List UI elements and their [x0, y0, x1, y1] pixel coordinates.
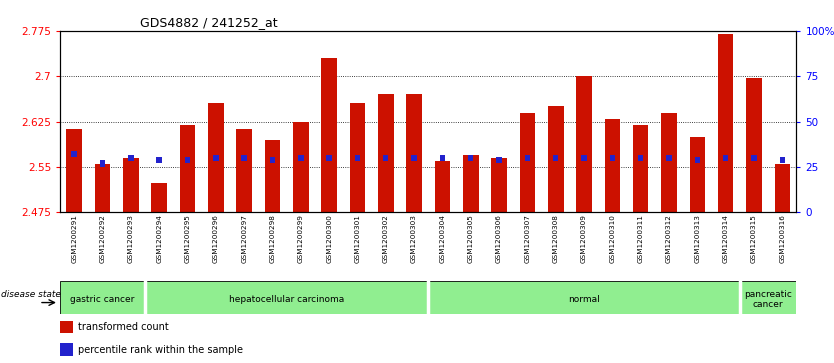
Bar [411, 155, 417, 161]
Bar [123, 158, 138, 212]
Bar [152, 183, 167, 212]
Bar [157, 156, 162, 163]
Text: GSM1200293: GSM1200293 [128, 215, 134, 263]
Text: GSM1200315: GSM1200315 [751, 215, 757, 263]
Bar [496, 156, 502, 163]
Text: GSM1200292: GSM1200292 [99, 215, 106, 263]
Text: hepatocellular carcinoma: hepatocellular carcinoma [229, 295, 344, 304]
Text: pancreatic
cancer: pancreatic cancer [744, 290, 792, 309]
Bar [60, 343, 73, 355]
Bar [349, 103, 365, 212]
Text: GSM1200295: GSM1200295 [184, 215, 190, 263]
Bar [746, 78, 761, 212]
Bar [463, 155, 479, 212]
Bar [214, 155, 219, 161]
Bar [128, 155, 133, 161]
Text: GSM1200298: GSM1200298 [269, 215, 275, 263]
Bar [605, 119, 620, 212]
Bar [690, 137, 705, 212]
Bar [520, 113, 535, 212]
Bar [321, 58, 337, 212]
Text: GSM1200299: GSM1200299 [298, 215, 304, 263]
Bar [67, 129, 82, 212]
Bar [468, 155, 474, 161]
Text: GSM1200294: GSM1200294 [156, 215, 162, 263]
Bar [236, 130, 252, 212]
Text: GSM1200316: GSM1200316 [779, 215, 786, 263]
Bar [293, 122, 309, 212]
Bar [326, 155, 332, 161]
Text: GSM1200307: GSM1200307 [525, 215, 530, 263]
Bar [378, 94, 394, 212]
Bar [638, 155, 643, 161]
Bar [610, 155, 615, 161]
Bar [740, 281, 796, 314]
Bar [723, 155, 728, 161]
Bar [354, 155, 360, 161]
Bar [60, 321, 73, 333]
Text: GSM1200311: GSM1200311 [638, 215, 644, 263]
Text: GSM1200312: GSM1200312 [666, 215, 672, 263]
Text: GSM1200300: GSM1200300 [326, 215, 332, 263]
Bar [440, 155, 445, 161]
Bar [208, 103, 224, 212]
Bar [576, 76, 592, 212]
Bar [581, 155, 587, 161]
Bar [383, 155, 389, 161]
Bar [633, 125, 649, 212]
Bar [406, 94, 422, 212]
Bar [780, 156, 785, 163]
Bar [548, 106, 564, 212]
Text: GSM1200305: GSM1200305 [468, 215, 474, 263]
Bar [241, 155, 247, 161]
Bar [145, 281, 429, 314]
Bar [666, 155, 671, 161]
Text: GSM1200296: GSM1200296 [213, 215, 219, 263]
Text: GSM1200302: GSM1200302 [383, 215, 389, 263]
Bar [775, 164, 790, 212]
Bar [661, 113, 677, 212]
Text: GSM1200314: GSM1200314 [722, 215, 729, 263]
Text: gastric cancer: gastric cancer [70, 295, 135, 304]
Bar [269, 156, 275, 163]
Text: percentile rank within the sample: percentile rank within the sample [78, 345, 243, 355]
Bar [695, 156, 700, 163]
Bar [60, 281, 145, 314]
Text: GSM1200308: GSM1200308 [553, 215, 559, 263]
Text: GSM1200301: GSM1200301 [354, 215, 360, 263]
Text: GSM1200306: GSM1200306 [496, 215, 502, 263]
Bar [429, 281, 740, 314]
Text: GSM1200297: GSM1200297 [241, 215, 247, 263]
Bar [435, 161, 450, 212]
Text: GSM1200310: GSM1200310 [610, 215, 615, 263]
Text: GSM1200291: GSM1200291 [71, 215, 78, 263]
Bar [264, 140, 280, 212]
Text: GDS4882 / 241252_at: GDS4882 / 241252_at [139, 16, 278, 29]
Bar [525, 155, 530, 161]
Bar [751, 155, 756, 161]
Text: GSM1200304: GSM1200304 [440, 215, 445, 263]
Bar [72, 151, 77, 158]
Bar [95, 164, 110, 212]
Bar [185, 156, 190, 163]
Bar [100, 160, 105, 167]
Text: transformed count: transformed count [78, 322, 168, 332]
Bar [179, 125, 195, 212]
Text: disease state: disease state [1, 290, 61, 299]
Bar [491, 158, 507, 212]
Bar [298, 155, 304, 161]
Text: GSM1200313: GSM1200313 [695, 215, 701, 263]
Bar [553, 155, 559, 161]
Text: normal: normal [568, 295, 600, 304]
Text: GSM1200309: GSM1200309 [581, 215, 587, 263]
Text: GSM1200303: GSM1200303 [411, 215, 417, 263]
Bar [718, 34, 733, 212]
